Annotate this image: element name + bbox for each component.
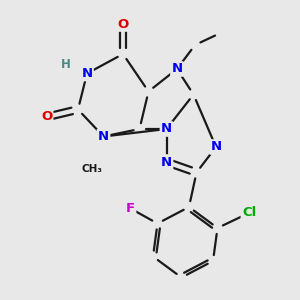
Text: CH₃: CH₃ [81, 164, 102, 175]
Text: Cl: Cl [242, 206, 256, 220]
Text: N: N [171, 62, 183, 76]
Text: N: N [161, 122, 172, 136]
Text: O: O [117, 17, 129, 31]
Text: N: N [98, 130, 109, 143]
Text: O: O [41, 110, 52, 124]
Text: N: N [210, 140, 222, 154]
Text: F: F [126, 202, 135, 215]
Text: N: N [81, 67, 93, 80]
Text: H: H [61, 58, 71, 71]
Text: N: N [161, 155, 172, 169]
